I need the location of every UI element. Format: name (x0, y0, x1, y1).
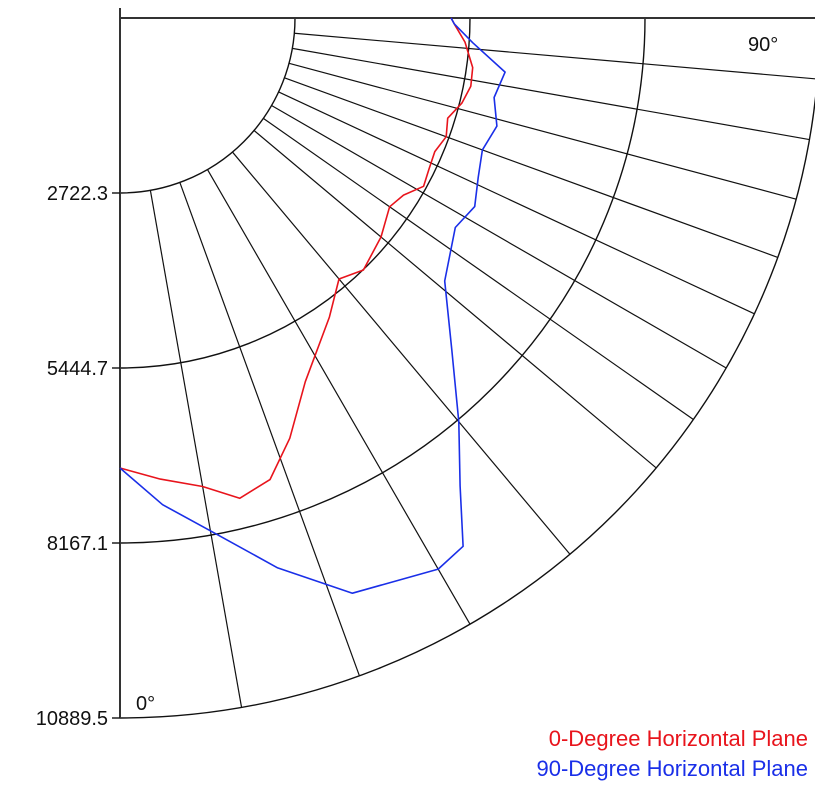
radial-tick-labels: 2722.3 5444.7 8167.1 10889.5 (36, 183, 120, 730)
grid-spoke-55 (263, 117, 694, 420)
radial-tick-label-3: 10889.5 (36, 708, 108, 730)
grid-spoke-40 (232, 151, 571, 555)
grid-spoke-85 (294, 32, 815, 80)
legend: 0-Degree Horizontal Plane 90-Degree Hori… (537, 726, 809, 781)
series-line-0 (119, 17, 474, 500)
grid-spoke-75 (288, 62, 797, 200)
radial-tick-label-2: 8167.1 (47, 533, 108, 555)
radial-tick-label-1: 5444.7 (47, 358, 108, 380)
grid-spoke-60 (271, 104, 727, 369)
polar-grid (119, 17, 815, 719)
grid-arc-3 (119, 94, 815, 719)
grid-spoke-20 (179, 182, 360, 676)
grid-spoke-70 (284, 77, 778, 258)
series-line-1 (119, 17, 506, 594)
grid-arc-2 (119, 17, 646, 544)
grid-spoke-50 (253, 130, 657, 469)
angle-label-0deg: 0° (136, 693, 155, 715)
grid-spoke-30 (206, 169, 471, 625)
legend-entry-90-degree: 90-Degree Horizontal Plane (537, 756, 809, 781)
grid-arc-0 (119, 17, 296, 194)
legend-entry-0-degree: 0-Degree Horizontal Plane (549, 726, 808, 751)
series-layer (119, 17, 506, 594)
chart-axes (119, 8, 815, 718)
radial-tick-label-0: 2722.3 (47, 183, 108, 205)
grid-spoke-80 (292, 47, 810, 141)
grid-spoke-10 (149, 190, 243, 708)
grid-arc-1 (119, 17, 471, 369)
grid-spoke-65 (278, 91, 755, 315)
angle-label-90deg: 90° (748, 34, 778, 56)
